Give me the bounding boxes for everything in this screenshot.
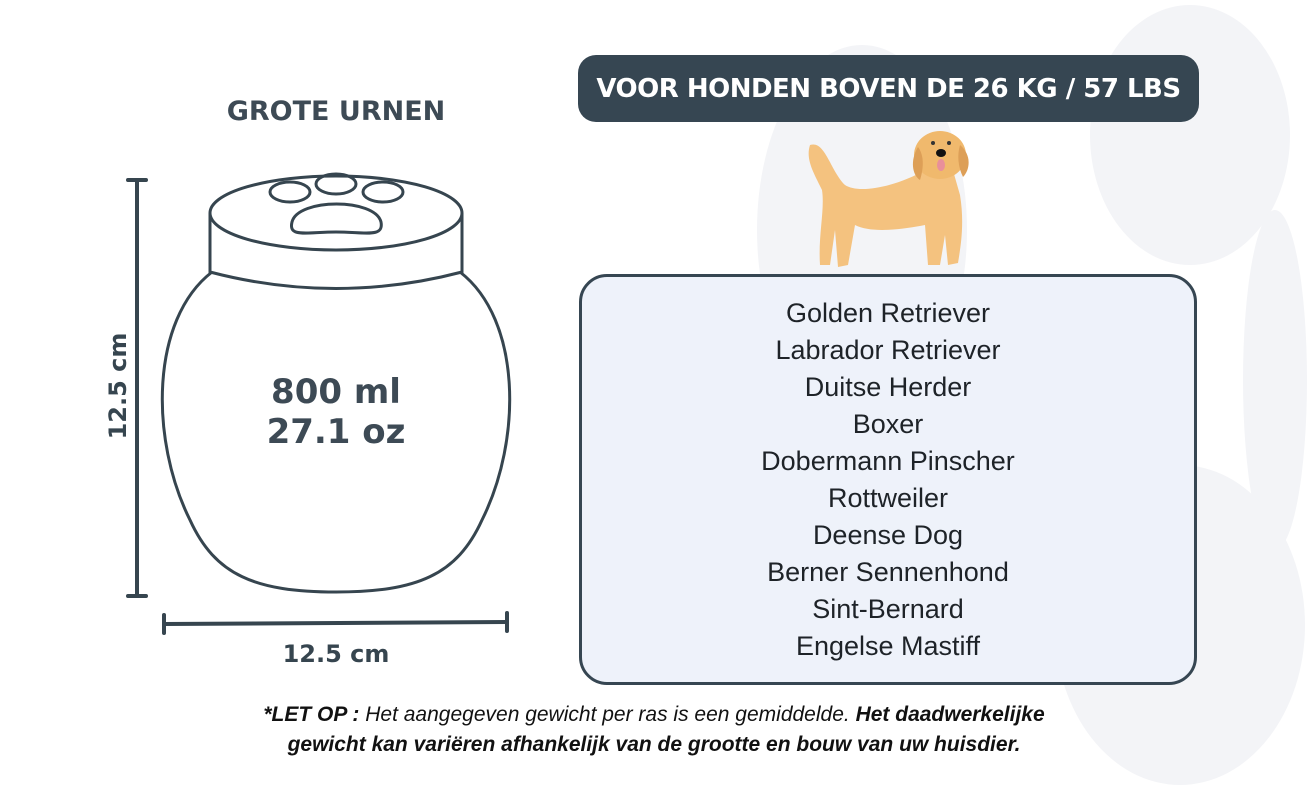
breed-item: Golden Retriever bbox=[785, 297, 991, 328]
breed-item: Labrador Retriever bbox=[775, 334, 1001, 365]
breed-item: Dobermann Pinscher bbox=[761, 445, 1015, 476]
paw-icon bbox=[268, 172, 405, 235]
urn-volume: 800 ml 27.1 oz bbox=[230, 372, 442, 452]
breed-item: Deense Dog bbox=[812, 519, 964, 550]
breed-item: Rottweiler bbox=[827, 482, 949, 513]
page-title: GROTE URNEN bbox=[226, 96, 446, 127]
height-label: 12.5 cm bbox=[104, 332, 132, 440]
volume-ml: 800 ml bbox=[271, 372, 401, 412]
weight-badge: VOOR HONDEN BOVEN DE 26 KG / 57 LBS bbox=[578, 55, 1199, 122]
disclaimer-note: *LET OP : Het aangegeven gewicht per ras… bbox=[100, 700, 1208, 760]
note-label: *LET OP : bbox=[263, 703, 360, 726]
urn-drawing bbox=[126, 172, 512, 635]
urn-body bbox=[160, 270, 512, 594]
breed-item: Berner Sennenhond bbox=[767, 556, 1009, 587]
note-text: Het aangegeven gewicht per ras is een ge… bbox=[359, 703, 856, 726]
breed-item: Duitse Herder bbox=[804, 371, 972, 402]
urn-lid bbox=[208, 213, 464, 290]
note-bold-1: Het daadwerkelijke bbox=[855, 703, 1045, 726]
width-label: 12.5 cm bbox=[282, 640, 390, 668]
note-bold-2: gewicht kan variëren afhankelijk van de … bbox=[287, 733, 1021, 756]
breed-item: Sint-Bernard bbox=[812, 593, 964, 624]
breed-list: Golden Retriever Labrador Retriever Duit… bbox=[579, 274, 1197, 685]
volume-oz: 27.1 oz bbox=[266, 412, 406, 452]
width-dimension-line bbox=[162, 620, 509, 626]
golden-retriever-illustration bbox=[808, 131, 969, 267]
breed-item: Engelse Mastiff bbox=[795, 630, 981, 661]
breed-item: Boxer bbox=[852, 408, 924, 439]
